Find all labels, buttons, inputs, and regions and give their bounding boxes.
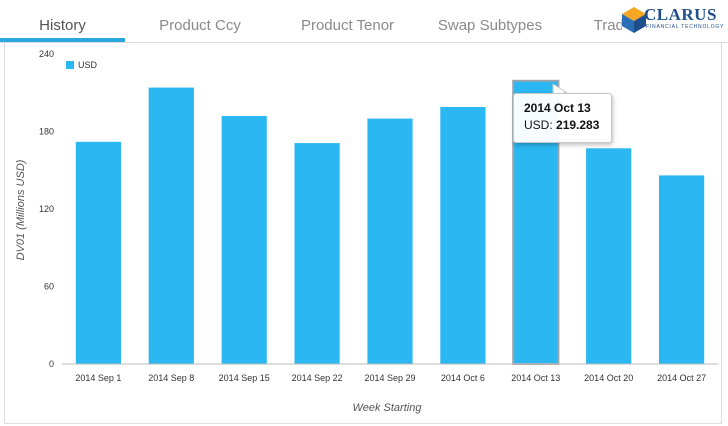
y-axis-title: DV01 (Millions USD): [15, 159, 27, 260]
clarus-logo: CLARUS FINANCIAL TECHNOLOGY: [622, 4, 725, 36]
tooltip-value: 219.283: [556, 118, 600, 132]
x-tick-label: 2014 Oct 6: [441, 373, 485, 383]
y-tick-label: 0: [49, 359, 54, 369]
tab-product-tenor[interactable]: Product Tenor: [300, 17, 395, 34]
y-tick-label: 60: [44, 282, 54, 292]
tab-product-ccy[interactable]: Product Ccy: [159, 17, 241, 34]
x-tick-label: 2014 Oct 13: [511, 373, 560, 383]
x-tick-label: 2014 Sep 29: [364, 373, 415, 383]
legend-swatch-usd: [66, 61, 74, 69]
tab-swap-subtypes[interactable]: Swap Subtypes: [437, 17, 543, 34]
x-tick-label: 2014 Oct 27: [657, 373, 706, 383]
tooltip-title: 2014 Oct 13: [524, 101, 591, 115]
logo-name: CLARUS: [644, 5, 717, 24]
bar-1[interactable]: [148, 87, 194, 364]
y-tick-labels: 0 60 120 180 240: [39, 49, 54, 369]
y-tick-label: 180: [39, 127, 54, 137]
x-tick-label: 2014 Oct 20: [584, 373, 633, 383]
x-tick-labels: 2014 Sep 1 2014 Sep 8 2014 Sep 15 2014 Sep …: [75, 373, 706, 383]
x-axis-title: Week Starting: [353, 402, 423, 414]
bar-0[interactable]: [75, 141, 121, 364]
tooltip-line: USD: 219.283: [524, 116, 601, 134]
bar-7[interactable]: [586, 148, 632, 364]
y-tick-label: 240: [39, 49, 54, 59]
active-tab-indicator: [0, 38, 125, 42]
legend-label-usd: USD: [78, 60, 98, 70]
x-tick-label: 2014 Sep 22: [292, 373, 343, 383]
bar-4[interactable]: [367, 118, 413, 364]
clarus-logo-icon: [622, 7, 646, 33]
bar-5[interactable]: [440, 107, 486, 364]
bar-8[interactable]: [659, 175, 705, 364]
tooltip-series-label: USD:: [524, 118, 553, 132]
tab-history[interactable]: History: [39, 17, 86, 34]
bar-2[interactable]: [221, 116, 267, 364]
bar-3[interactable]: [294, 143, 340, 364]
tab-bar: History Product Ccy Product Tenor Swap S…: [0, 0, 728, 43]
y-tick-label: 120: [39, 204, 54, 214]
bar-tooltip: 2014 Oct 13 USD: 219.283: [513, 93, 612, 143]
x-tick-label: 2014 Sep 8: [148, 373, 194, 383]
x-tick-label: 2014 Sep 15: [219, 373, 270, 383]
logo-tagline: FINANCIAL TECHNOLOGY: [646, 24, 725, 30]
x-tick-label: 2014 Sep 1: [75, 373, 121, 383]
